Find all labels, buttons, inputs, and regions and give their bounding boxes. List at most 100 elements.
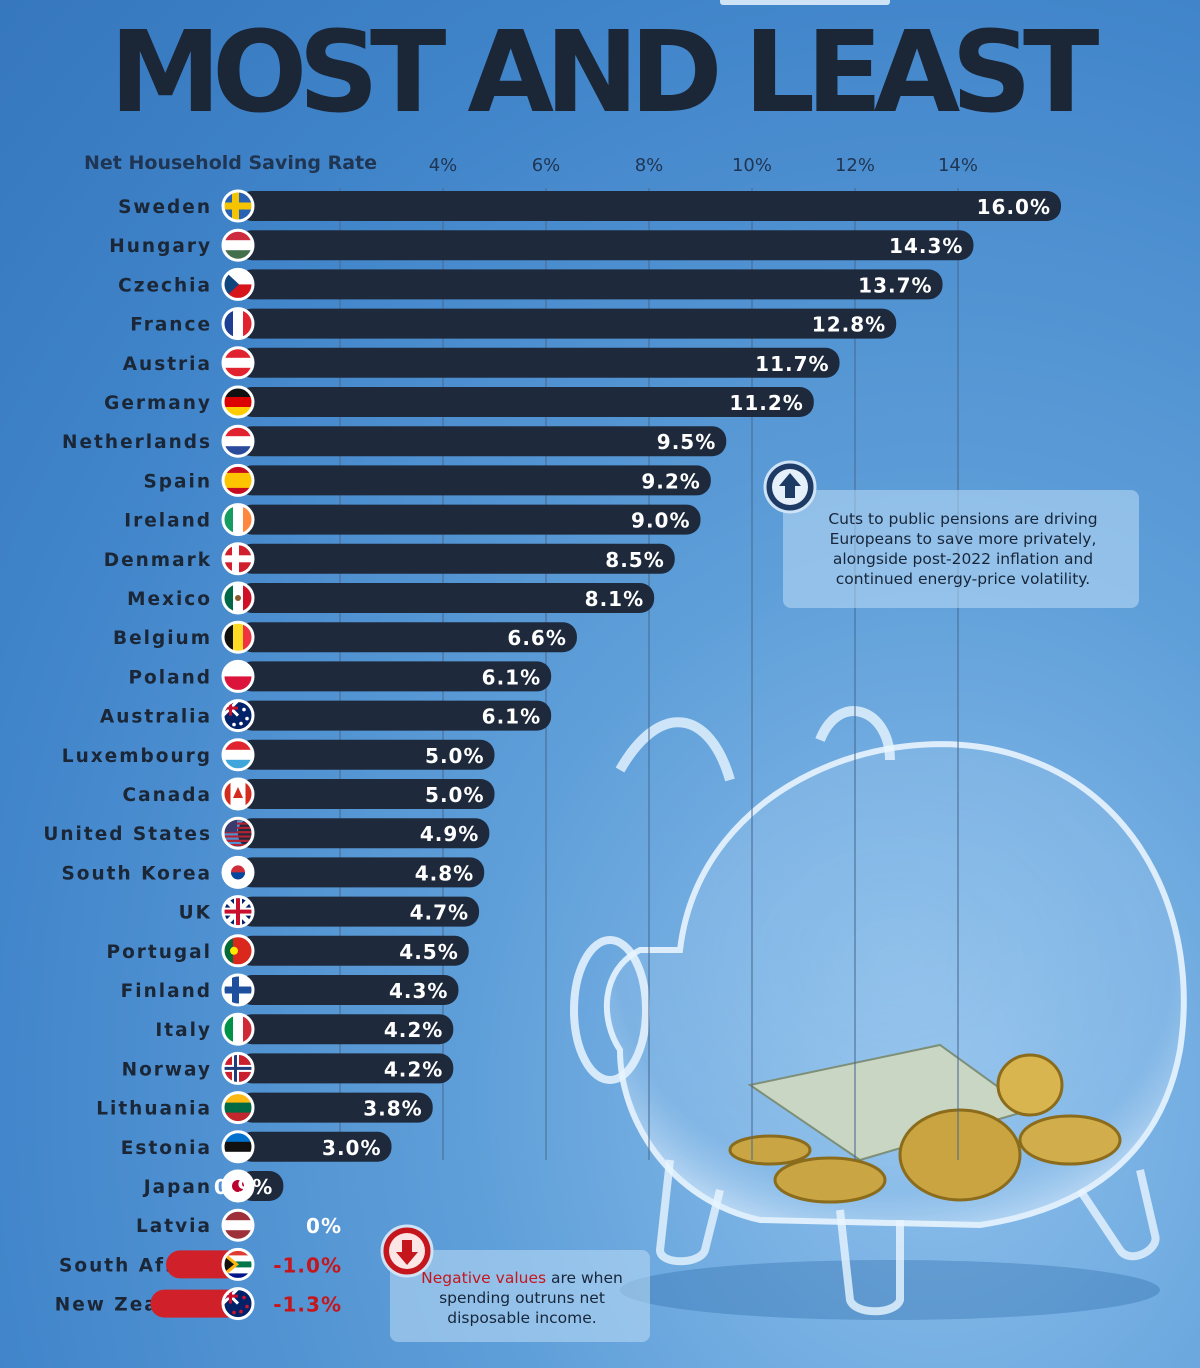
bar [238,700,552,731]
value-label: 16.0% [977,195,1051,219]
value-label: 9.5% [657,430,716,454]
value-label: 8.5% [605,548,664,572]
bar [238,583,655,613]
uk-flag-icon [221,895,255,929]
lithuania-flag-icon [221,1091,255,1125]
spain-flag-icon [221,463,255,497]
norway-flag-icon [221,1051,255,1085]
country-label: Mexico [127,589,212,610]
piggy-bank-illustration [570,706,1187,1320]
piggy-leg-1 [655,1159,724,1266]
value-label: 4.2% [384,1018,443,1042]
country-label: Norway [122,1059,212,1080]
tick-label: 10% [732,155,772,176]
bar [238,308,897,339]
bar [238,818,490,849]
tick-label: 12% [835,155,875,176]
bar [238,191,1061,221]
callout-negative-highlight: Negative values [421,1269,547,1287]
axis-title: Net Household Saving Rate [84,152,378,174]
callout-negative-text: Negative values are when spending outrun… [402,1268,642,1328]
new-zealand-flag-icon [221,1287,255,1321]
value-label: 13.7% [858,273,932,297]
piggy-ear-right [815,706,895,761]
value-label: 4.8% [415,861,474,885]
piggy-shadow [620,1260,1160,1320]
arrow-up-icon [763,460,817,514]
value-label: 6.1% [482,665,541,689]
germany-flag-icon [221,385,255,419]
country-label: Lithuania [96,1099,212,1120]
united-states-flag-icon [221,816,255,850]
value-label: 14.3% [889,234,963,258]
arrow-down-icon [380,1224,434,1278]
value-label: 9.0% [631,509,690,533]
hungary-flag-icon [221,228,255,262]
callout-positive-text: Cuts to public pensions are driving Euro… [828,510,1098,588]
bar [238,347,840,378]
country-label: UK [179,903,212,924]
japan-flag-icon [221,1169,255,1203]
country-label: Estonia [121,1138,212,1159]
piggy-ear-left [615,717,735,782]
coin [773,1156,887,1204]
country-label: Poland [128,667,212,688]
coin [996,1053,1064,1117]
country-label: Latvia [136,1216,212,1237]
coin [898,1108,1022,1202]
value-label: -1.0% [273,1253,342,1277]
poland-flag-icon [221,659,255,693]
callout-positive: Cuts to public pensions are driving Euro… [783,490,1139,608]
page-title: MOST AND LEAST [109,8,1100,138]
value-label: 4.3% [389,979,448,1003]
bar [238,622,577,653]
australia-flag-icon [221,699,255,733]
value-label: 12.8% [812,313,886,337]
value-label: 3.8% [363,1097,422,1121]
value-label: 9.2% [641,469,700,493]
value-label: 11.2% [729,391,803,415]
country-label: Italy [155,1020,212,1041]
country-label: South Korea [61,863,212,884]
estonia-flag-icon [221,1130,255,1164]
bar [238,1014,454,1045]
value-label: 5.0% [425,744,484,768]
tick-label: 4% [429,155,458,176]
country-label: Germany [104,393,212,414]
bar [238,543,675,574]
tick-label: 6% [532,155,561,176]
south-korea-flag-icon [221,855,255,889]
czechia-flag-icon [221,267,255,301]
value-label: 11.7% [755,352,829,376]
coin [1018,1114,1122,1166]
bar [238,779,495,809]
country-label: Hungary [109,236,212,257]
value-label: 4.2% [384,1057,443,1081]
bar [238,1092,433,1123]
bar [238,387,814,417]
denmark-flag-icon [221,542,255,576]
country-label: Sweden [118,197,212,218]
latvia-flag-icon [221,1208,255,1242]
tick-label: 14% [938,155,978,176]
south-africa-flag-icon [221,1247,255,1281]
country-label: Finland [121,981,212,1002]
top-accent-line [720,0,890,5]
country-label: Czechia [118,275,212,296]
luxembourg-flag-icon [221,738,255,772]
country-label: Belgium [113,628,212,649]
finland-flag-icon [221,973,255,1007]
bar [238,504,701,535]
netherlands-flag-icon [221,424,255,458]
value-label: 4.9% [420,822,479,846]
austria-flag-icon [221,346,255,380]
value-label: 6.1% [482,705,541,729]
tick-label: 8% [635,155,664,176]
bar [238,661,552,692]
value-label: 0.9% [214,1175,273,1199]
value-label: 8.1% [585,587,644,611]
country-label: Ireland [124,511,212,532]
bar [238,1131,392,1162]
belgium-flag-icon [221,620,255,654]
